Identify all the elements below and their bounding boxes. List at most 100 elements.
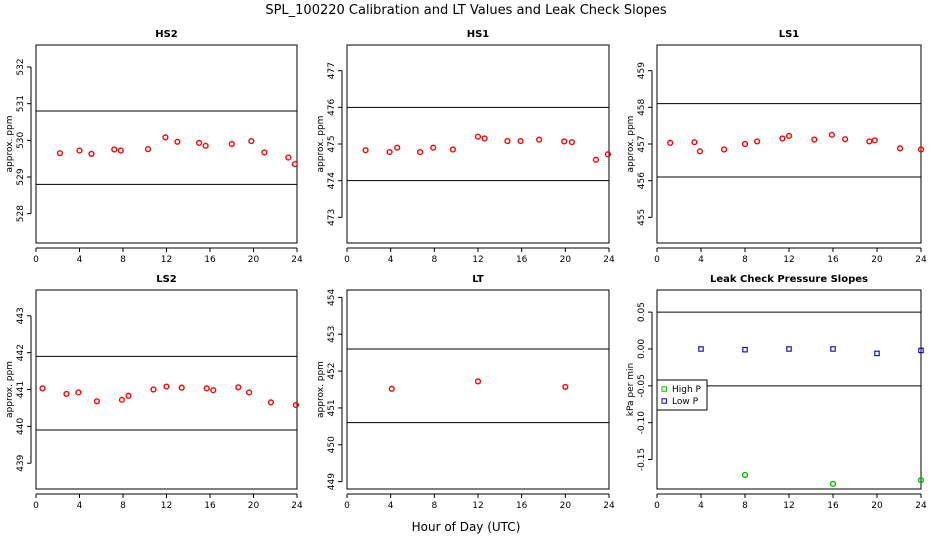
y-tick-label: 452 bbox=[327, 362, 337, 379]
plot-frame bbox=[35, 44, 298, 244]
chart-panel-4: LS2 approx. ppm 0 4 8 12 16 20 24 439 440 441 442 443 bbox=[5, 274, 303, 511]
data-point bbox=[150, 386, 157, 393]
x-tick-label: 8 bbox=[431, 255, 437, 265]
x-tick-label: 4 bbox=[388, 501, 394, 511]
data-point bbox=[228, 140, 235, 148]
y-tick-label: -0.15 bbox=[637, 448, 647, 471]
y-tick-label: 529 bbox=[16, 168, 26, 185]
x-tick-label: 20 bbox=[560, 255, 572, 265]
y-tick-label: 457 bbox=[637, 135, 647, 152]
x-tick-label: 20 bbox=[871, 501, 883, 511]
data-point bbox=[111, 146, 118, 153]
data-point bbox=[174, 138, 181, 145]
data-point bbox=[896, 145, 904, 152]
y-axis-label: approx. ppm bbox=[626, 116, 636, 173]
data-point bbox=[178, 384, 185, 391]
global-x-axis-label: Hour of Day (UTC) bbox=[412, 520, 521, 534]
y-tick-label: 531 bbox=[16, 95, 26, 112]
y-tick-label: 458 bbox=[637, 98, 647, 115]
x-tick-label: 16 bbox=[827, 255, 839, 265]
data-point bbox=[291, 161, 298, 168]
data-point bbox=[56, 150, 64, 157]
data-point bbox=[592, 156, 600, 163]
y-tick-label: 0.05 bbox=[637, 302, 647, 322]
data-point bbox=[481, 135, 488, 142]
y-tick-label: 449 bbox=[327, 473, 337, 490]
x-tick-label: 0 bbox=[344, 501, 350, 511]
legend-label: Low P bbox=[672, 397, 699, 407]
data-point bbox=[417, 148, 424, 156]
y-tick-label: -0.10 bbox=[637, 411, 647, 435]
panel-title: LT bbox=[472, 274, 484, 285]
x-tick-label: 4 bbox=[698, 501, 704, 511]
y-tick-label: 0.00 bbox=[637, 339, 647, 359]
data-point bbox=[162, 134, 169, 141]
y-tick-label: 453 bbox=[327, 326, 337, 343]
x-tick-label: 8 bbox=[742, 255, 748, 265]
data-point bbox=[117, 147, 124, 154]
data-point bbox=[267, 399, 275, 406]
data-point bbox=[779, 135, 786, 142]
y-axis-label: approx. ppm bbox=[5, 116, 15, 173]
data-point bbox=[811, 136, 818, 143]
legend-marker bbox=[661, 386, 667, 392]
y-tick-label: 451 bbox=[327, 399, 337, 416]
plot-frame bbox=[346, 44, 610, 244]
data-point bbox=[285, 154, 292, 161]
y-tick-label: 454 bbox=[327, 289, 337, 306]
y-tick-label: 441 bbox=[16, 381, 26, 398]
data-point bbox=[196, 139, 203, 147]
x-tick-label: 16 bbox=[204, 255, 216, 265]
x-tick-label: 0 bbox=[654, 255, 660, 265]
x-tick-label: 4 bbox=[77, 255, 83, 265]
plot-frame bbox=[346, 289, 610, 490]
data-point bbox=[248, 137, 255, 145]
data-point bbox=[504, 137, 511, 145]
data-point bbox=[203, 385, 210, 392]
data-point bbox=[562, 383, 569, 391]
y-tick-label: 442 bbox=[16, 344, 26, 361]
x-tick-label: 24 bbox=[915, 255, 927, 265]
x-tick-label: 20 bbox=[248, 255, 260, 265]
y-axis-label: kPa per min bbox=[626, 363, 636, 416]
data-point-high-p bbox=[829, 480, 837, 487]
data-point bbox=[474, 133, 482, 140]
panel-title: LS2 bbox=[156, 274, 177, 285]
x-tick-label: 24 bbox=[291, 501, 303, 511]
y-tick-label: 477 bbox=[327, 62, 337, 79]
x-tick-label: 16 bbox=[827, 501, 839, 511]
data-point bbox=[561, 138, 568, 145]
x-tick-label: 0 bbox=[344, 255, 350, 265]
y-tick-label: 528 bbox=[16, 205, 26, 222]
y-tick-label: 474 bbox=[327, 172, 337, 189]
x-tick-label: 0 bbox=[654, 501, 660, 511]
data-point bbox=[449, 146, 456, 153]
data-point-low-p bbox=[918, 347, 924, 354]
data-point bbox=[536, 136, 543, 143]
data-point bbox=[210, 387, 217, 394]
y-tick-label: 443 bbox=[16, 307, 26, 324]
data-point bbox=[88, 150, 95, 158]
data-point bbox=[691, 139, 698, 146]
x-tick-label: 20 bbox=[871, 255, 883, 265]
panel-title: HS1 bbox=[467, 29, 490, 40]
panel-title: LS1 bbox=[779, 29, 800, 40]
data-point bbox=[246, 389, 253, 396]
y-tick-label: 450 bbox=[327, 436, 337, 453]
data-point bbox=[76, 147, 83, 154]
data-point bbox=[696, 148, 704, 155]
chart-panel-6: Leak Check Pressure Slopes kPa per min 0 4 8… bbox=[626, 274, 927, 511]
x-tick-label: 4 bbox=[77, 501, 83, 511]
y-tick-label: 440 bbox=[16, 417, 26, 434]
plot-frame bbox=[656, 44, 922, 244]
data-point-low-p bbox=[742, 346, 748, 353]
chart-panel-2: HS1 approx. ppm 0 4 8 12 16 20 24 473 474 475 476 477 bbox=[316, 29, 615, 265]
x-tick-label: 0 bbox=[33, 255, 39, 265]
data-point bbox=[386, 148, 393, 156]
x-tick-label: 20 bbox=[248, 501, 260, 511]
legend-box bbox=[656, 379, 708, 411]
x-tick-label: 12 bbox=[783, 255, 794, 265]
data-point-low-p bbox=[698, 346, 704, 352]
chart-panel-5: LT approx. ppm 0 4 8 12 16 20 24 449 450 451 452 453 4… bbox=[316, 274, 615, 511]
